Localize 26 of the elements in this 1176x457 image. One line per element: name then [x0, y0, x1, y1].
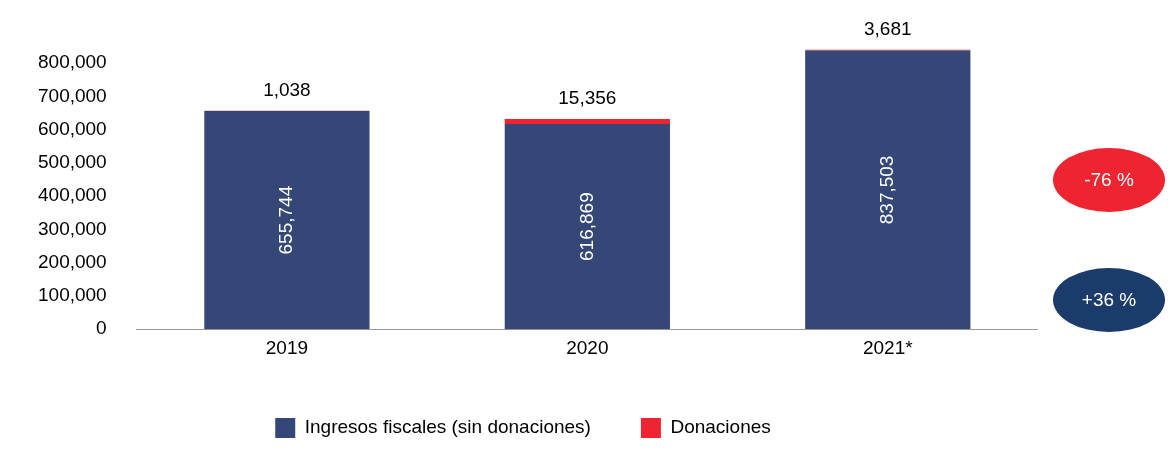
data-label: 15,356: [558, 87, 617, 109]
data-label: 655,744: [275, 185, 297, 255]
y-tick-label: 0: [96, 317, 107, 339]
y-tick-label: 500,000: [37, 151, 107, 173]
y-tick-label: 800,000: [37, 51, 107, 73]
data-label: 1,038: [263, 78, 311, 100]
legend-label: Donaciones: [670, 416, 771, 438]
bar: [504, 124, 670, 330]
bar: [805, 50, 971, 330]
data-label: 3,681: [864, 17, 912, 39]
bar: [504, 118, 670, 125]
text: -76 %: [1053, 148, 1165, 212]
legend-label: Ingresos fiscales (sin donaciones): [304, 416, 591, 438]
text: +36 %: [1053, 268, 1165, 332]
data-label: 616,869: [575, 192, 597, 261]
data-label: 837,503: [876, 155, 898, 225]
x-tick-label: 2019: [265, 336, 309, 358]
y-tick-label: 300,000: [37, 217, 107, 239]
y-tick-label: 200,000: [37, 250, 107, 272]
y-tick-label: 400,000: [37, 184, 107, 206]
bar: [204, 111, 370, 330]
y-tick-label: 700,000: [37, 84, 107, 106]
y-tick-label: 600,000: [37, 117, 107, 139]
y-tick-label: 100,000: [37, 284, 107, 306]
x-tick-label: 2021*: [862, 336, 914, 358]
x-tick-label: 2020: [566, 336, 609, 358]
